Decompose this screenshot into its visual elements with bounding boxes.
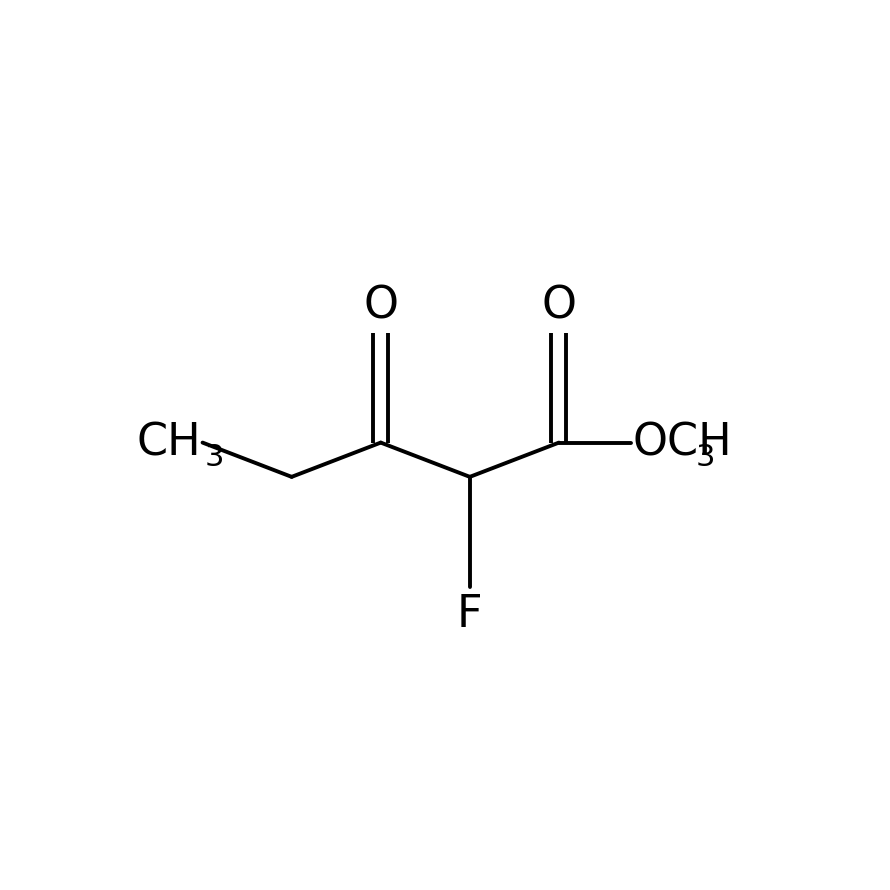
Text: 3: 3 — [696, 443, 716, 473]
Text: 3: 3 — [205, 443, 223, 473]
Text: CH: CH — [136, 421, 201, 464]
Text: O: O — [541, 285, 577, 328]
Text: OCH: OCH — [632, 421, 732, 464]
Text: F: F — [457, 594, 482, 636]
Text: O: O — [363, 285, 398, 328]
